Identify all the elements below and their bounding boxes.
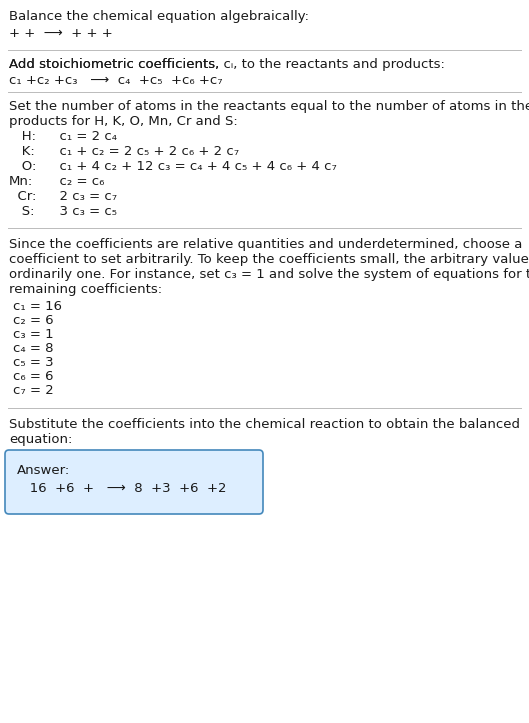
Text: Since the coefficients are relative quantities and underdetermined, choose a: Since the coefficients are relative quan… [9,238,522,251]
Text: c₁ + 4 c₂ + 12 c₃ = c₄ + 4 c₅ + 4 c₆ + 4 c₇: c₁ + 4 c₂ + 12 c₃ = c₄ + 4 c₅ + 4 c₆ + 4… [51,160,337,173]
Text: remaining coefficients:: remaining coefficients: [9,283,162,296]
Text: coefficient to set arbitrarily. To keep the coefficients small, the arbitrary va: coefficient to set arbitrarily. To keep … [9,253,529,266]
Text: c₂ = 6: c₂ = 6 [13,314,53,327]
Text: Mn:: Mn: [9,175,33,188]
Text: c₃ = 1: c₃ = 1 [13,328,53,341]
Text: c₁ + c₂ = 2 c₅ + 2 c₆ + 2 c₇: c₁ + c₂ = 2 c₅ + 2 c₆ + 2 c₇ [51,145,239,158]
Text: K:: K: [9,145,35,158]
Text: equation:: equation: [9,433,72,446]
Text: c₁ +c₂ +c₃   ⟶  c₄  +c₅  +c₆ +c₇: c₁ +c₂ +c₃ ⟶ c₄ +c₅ +c₆ +c₇ [9,74,223,87]
Text: c₁ = 16: c₁ = 16 [13,300,62,313]
Text: c₁ = 2 c₄: c₁ = 2 c₄ [51,130,117,143]
Text: c₆ = 6: c₆ = 6 [13,370,53,383]
Text: products for H, K, O, Mn, Cr and S:: products for H, K, O, Mn, Cr and S: [9,115,238,128]
Text: c₇ = 2: c₇ = 2 [13,384,54,397]
Text: Add stoichiometric coefficients,: Add stoichiometric coefficients, [9,58,223,71]
Text: Balance the chemical equation algebraically:: Balance the chemical equation algebraica… [9,10,309,23]
Text: ordinarily one. For instance, set c₃ = 1 and solve the system of equations for t: ordinarily one. For instance, set c₃ = 1… [9,268,529,281]
Text: Set the number of atoms in the reactants equal to the number of atoms in the: Set the number of atoms in the reactants… [9,100,529,113]
Text: Cr:: Cr: [9,190,37,203]
Text: 2 c₃ = c₇: 2 c₃ = c₇ [51,190,117,203]
Text: O:: O: [9,160,37,173]
Text: 16  +6  +   ⟶  8  +3  +6  +2: 16 +6 + ⟶ 8 +3 +6 +2 [17,482,226,495]
Text: Substitute the coefficients into the chemical reaction to obtain the balanced: Substitute the coefficients into the che… [9,418,520,431]
Text: 3 c₃ = c₅: 3 c₃ = c₅ [51,205,117,218]
Text: c₅ = 3: c₅ = 3 [13,356,53,369]
Text: Add stoichiometric coefficients, ᴄᵢ, to the reactants and products:: Add stoichiometric coefficients, ᴄᵢ, to … [9,58,445,71]
Text: H:: H: [9,130,36,143]
Text: S:: S: [9,205,34,218]
Text: c₄ = 8: c₄ = 8 [13,342,53,355]
Text: c₂ = c₆: c₂ = c₆ [51,175,104,188]
Text: + +  ⟶  + + +: + + ⟶ + + + [9,27,113,40]
FancyBboxPatch shape [5,450,263,514]
Text: Answer:: Answer: [17,464,70,477]
